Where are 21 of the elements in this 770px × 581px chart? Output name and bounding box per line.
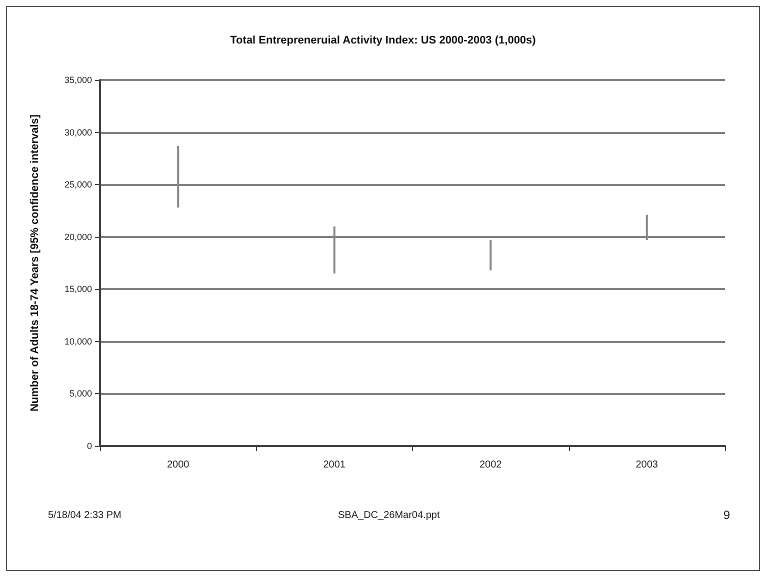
y-tick-label: 0 — [86, 441, 92, 451]
x-tick-label: 2000 — [167, 460, 190, 470]
text: 9 — [723, 508, 730, 522]
y-axis-title: Number of Adults 18-74 Years [95% confidence intervals] — [29, 114, 41, 412]
y-tick-label: 30,000 — [64, 127, 92, 138]
y-tick-label: 20,000 — [64, 232, 92, 242]
bar — [333, 226, 336, 274]
text: 5/18/04 2:33 PM — [48, 510, 122, 521]
y-tick-label: 15,000 — [64, 284, 92, 294]
bar — [646, 214, 648, 240]
text: SBA_DC_26Mar04.ppt — [338, 510, 440, 521]
y-tick-label: 25,000 — [64, 180, 92, 190]
bar — [177, 146, 180, 208]
x-tick-label: 2001 — [323, 460, 346, 470]
chart-title: Total Entrepreneruial Activity Index: US 2000-2003 (1,000s) — [230, 34, 536, 46]
y-tick-label: 35,000 — [64, 75, 92, 85]
y-tick-label: 5,000 — [69, 388, 92, 399]
x-tick-label: 2002 — [480, 460, 502, 470]
y-tick-label: 10,000 — [64, 336, 92, 346]
bar — [490, 240, 492, 270]
x-tick-label: 2003 — [636, 460, 658, 470]
